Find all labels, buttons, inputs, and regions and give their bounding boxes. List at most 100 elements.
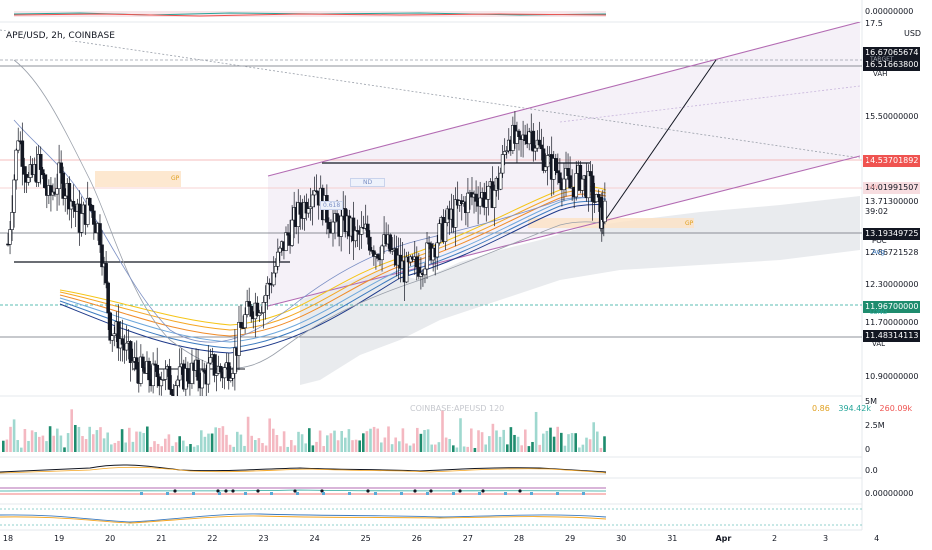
candle-body bbox=[212, 354, 217, 376]
volume-bar bbox=[178, 436, 181, 452]
candle-body bbox=[517, 130, 521, 137]
volume-bar bbox=[16, 440, 19, 452]
volume-bar bbox=[437, 442, 441, 452]
x-tick-label: 28 bbox=[513, 534, 525, 543]
volume-bar bbox=[585, 437, 588, 452]
candle-body bbox=[492, 190, 497, 208]
volume-bar bbox=[135, 431, 138, 452]
x-tick-label: 31 bbox=[667, 534, 678, 543]
candle-body bbox=[10, 212, 14, 230]
candle-body bbox=[265, 282, 270, 296]
volume-bar bbox=[77, 426, 81, 452]
volume-bar bbox=[380, 442, 383, 452]
volume-bar bbox=[261, 443, 264, 452]
candle-body bbox=[500, 154, 505, 174]
volume-bar bbox=[74, 424, 77, 452]
volume-bar bbox=[574, 433, 577, 452]
tag-sp: SP bbox=[865, 156, 873, 163]
axis-top-value: 0.00000000 bbox=[865, 7, 914, 16]
volume-bar bbox=[218, 427, 221, 452]
volume-bar bbox=[5, 439, 9, 452]
volume-tick-0: 0 bbox=[865, 445, 871, 454]
candle-body bbox=[228, 377, 233, 381]
volume-bar bbox=[110, 444, 113, 452]
volume-tick-5m: 5M bbox=[865, 397, 877, 406]
volume-bar bbox=[59, 435, 63, 452]
candle-body bbox=[233, 347, 237, 374]
top-indicator-strip bbox=[13, 11, 607, 17]
candle-body bbox=[556, 170, 560, 174]
candle-body bbox=[466, 192, 470, 214]
candle-body bbox=[568, 175, 572, 189]
x-tick-label: 29 bbox=[565, 534, 576, 543]
volume-bar bbox=[153, 441, 156, 452]
candle-body bbox=[263, 295, 268, 303]
volume-bar bbox=[297, 431, 300, 452]
volume-bar bbox=[196, 445, 199, 452]
volume-bar bbox=[182, 440, 185, 452]
volume-bar bbox=[20, 447, 23, 452]
tag-gp-right: GP bbox=[685, 220, 694, 227]
volume-bar bbox=[498, 436, 502, 452]
candle-body bbox=[116, 321, 121, 349]
candle-body bbox=[515, 130, 519, 144]
candle-body bbox=[478, 197, 482, 207]
candle-body bbox=[498, 172, 503, 190]
axis-label-price-14-53: 14.53701892 bbox=[863, 155, 921, 167]
oscillator-square bbox=[296, 492, 299, 495]
candle-body bbox=[484, 198, 489, 208]
candle-body bbox=[90, 204, 94, 212]
volume-bar bbox=[426, 429, 430, 452]
volume-bar bbox=[174, 442, 178, 452]
volume-bar bbox=[113, 442, 117, 452]
volume-readout-ratio: 0.86 bbox=[812, 404, 830, 413]
candle-body bbox=[574, 173, 579, 198]
oscillator-square bbox=[244, 492, 247, 495]
candle-body bbox=[312, 190, 317, 196]
candle-body bbox=[14, 149, 18, 181]
candle-body bbox=[437, 223, 442, 244]
candle-body bbox=[200, 369, 204, 389]
volume-bar bbox=[9, 426, 12, 452]
x-tick-label: 26 bbox=[411, 534, 422, 543]
candle-body bbox=[335, 213, 339, 222]
volume-bar bbox=[376, 428, 379, 452]
candle-body bbox=[22, 166, 27, 175]
candle-body bbox=[57, 162, 61, 189]
volume-bar bbox=[351, 440, 354, 452]
candle-body bbox=[26, 177, 31, 183]
volume-bar bbox=[156, 443, 160, 452]
candle-body bbox=[566, 168, 570, 176]
volume-bar bbox=[268, 418, 271, 452]
volume-bar bbox=[578, 447, 581, 452]
candle-body bbox=[130, 361, 135, 363]
volume-bar bbox=[462, 446, 466, 452]
volume-bar bbox=[106, 432, 109, 452]
volume-bar bbox=[210, 433, 214, 452]
candle-body bbox=[339, 215, 343, 237]
projection-line bbox=[603, 59, 717, 223]
volume-bar bbox=[336, 440, 340, 452]
tag-nd: ND bbox=[350, 178, 386, 187]
tag-target: TARGET bbox=[870, 56, 894, 63]
tag-gp-left: GP bbox=[171, 175, 180, 182]
volume-bar bbox=[527, 446, 531, 452]
rising-channel bbox=[267, 22, 861, 307]
volume-bar bbox=[516, 436, 520, 452]
candle-body bbox=[239, 322, 243, 328]
axis-label-countdown: 39:02 bbox=[865, 207, 889, 216]
volume-bar bbox=[88, 426, 91, 452]
candle-body bbox=[247, 301, 251, 307]
candle-body bbox=[271, 272, 276, 286]
candle-body bbox=[40, 169, 45, 176]
axis-unit: USD bbox=[904, 29, 922, 38]
volume-bar bbox=[333, 430, 336, 452]
candle-body bbox=[308, 206, 313, 209]
candle-body bbox=[151, 363, 155, 387]
volume-bar bbox=[520, 445, 523, 452]
volume-bar bbox=[455, 447, 459, 452]
candle-body bbox=[186, 368, 190, 382]
candle-body bbox=[351, 217, 356, 242]
x-tick-label: 18 bbox=[2, 534, 14, 543]
